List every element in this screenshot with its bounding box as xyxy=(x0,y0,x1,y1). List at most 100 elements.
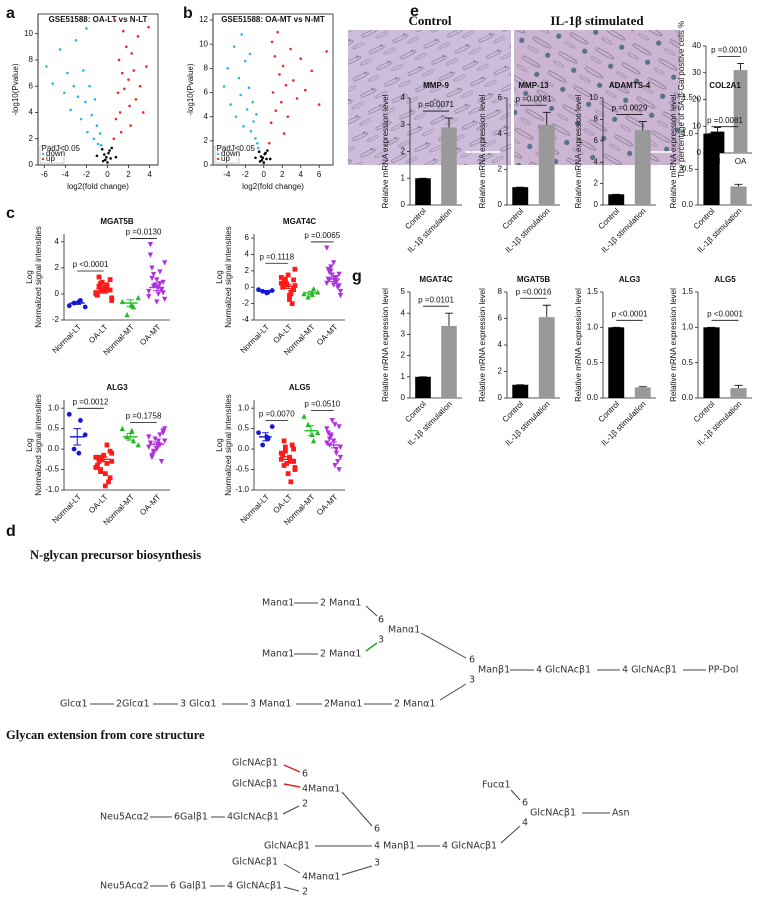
y-tick-label: 0.5 xyxy=(238,424,250,433)
legend-title: PadJ<0.05 xyxy=(42,144,81,153)
y-tick-label: 1.5 xyxy=(682,287,694,296)
point xyxy=(254,156,257,160)
point xyxy=(66,71,69,75)
point xyxy=(100,147,104,151)
point xyxy=(149,265,155,271)
glycan-label: 4Manα1 xyxy=(302,784,340,795)
x-tick-label: Normal-LT xyxy=(239,492,272,525)
y-tick-label: 2 xyxy=(245,266,250,275)
point xyxy=(256,430,261,436)
bond xyxy=(510,789,521,801)
panel-label: g xyxy=(352,268,362,285)
point xyxy=(301,413,307,419)
point xyxy=(58,48,62,51)
error-bar xyxy=(638,386,647,388)
significance-label: p =0.0130 xyxy=(126,228,162,237)
point xyxy=(93,454,99,460)
point xyxy=(335,284,341,291)
y-tick-label: 0 xyxy=(498,393,503,402)
point xyxy=(310,285,317,292)
point xyxy=(289,301,295,307)
point xyxy=(135,442,141,448)
point xyxy=(119,425,125,432)
bar xyxy=(730,186,747,205)
y-tick-label: 0.0 xyxy=(238,444,250,453)
y-axis-label: Relative mRNA expression level xyxy=(574,94,583,208)
chart-title: COL2A1 xyxy=(709,81,741,90)
y-tick-label: 4 xyxy=(498,129,503,138)
point xyxy=(281,438,287,444)
error-bar xyxy=(734,384,743,389)
glycan-label: GlcNAcβ1 xyxy=(232,758,278,769)
point xyxy=(160,428,166,434)
glycan-label: GlcNAcβ1 xyxy=(232,779,278,790)
point xyxy=(292,283,298,288)
glycan-label: 3 xyxy=(469,675,475,686)
error-bar xyxy=(262,432,269,442)
y-tick-label: 1.0 xyxy=(682,129,694,138)
glycan-label: 6 xyxy=(378,615,384,626)
point xyxy=(254,137,257,140)
bond xyxy=(420,632,467,659)
x-tick-label: 4 xyxy=(298,170,303,179)
point xyxy=(106,161,109,164)
point xyxy=(325,430,331,436)
point xyxy=(162,296,168,303)
point xyxy=(330,260,337,266)
point xyxy=(155,291,161,297)
error-bar xyxy=(284,283,292,289)
y-axis-label: Relative mRNA expression level xyxy=(478,288,487,402)
y-axis-label: -log10(Pvalue) xyxy=(11,63,20,115)
point xyxy=(124,311,130,318)
point xyxy=(229,103,232,106)
point xyxy=(149,275,155,282)
point xyxy=(134,98,138,101)
chart-title: GSE51588: OA-MT vs N-MT xyxy=(221,15,325,24)
y-tick-label: 0 xyxy=(401,393,406,402)
point xyxy=(66,303,72,309)
point xyxy=(146,294,152,300)
y-tick-label: 0.0 xyxy=(587,393,599,402)
error-bar xyxy=(445,312,453,326)
point xyxy=(249,129,253,133)
plot-frame xyxy=(37,13,159,166)
diagram-title: Glycan extension from core structure xyxy=(6,728,205,742)
point xyxy=(289,442,295,448)
point xyxy=(324,440,330,446)
error-bar xyxy=(330,276,337,283)
x-tick-label: -4 xyxy=(62,170,70,179)
point xyxy=(119,130,123,134)
point xyxy=(291,287,296,293)
y-tick-label: -0.5 xyxy=(45,465,59,474)
bond xyxy=(283,886,300,892)
point xyxy=(158,287,165,293)
point xyxy=(291,458,296,464)
y-tick-label: 1 xyxy=(401,372,406,381)
point xyxy=(285,471,291,477)
y-tick-label: 8 xyxy=(204,63,209,72)
point xyxy=(287,297,292,302)
bar xyxy=(608,194,625,205)
point xyxy=(330,282,337,288)
significance-label: p =0.0510 xyxy=(304,399,340,408)
point xyxy=(242,125,245,128)
point xyxy=(264,151,267,155)
chart-title: ALG5 xyxy=(714,275,736,284)
x-tick-label: -2 xyxy=(242,170,250,179)
y-tick-label: 2 xyxy=(498,164,503,173)
bar xyxy=(733,70,748,153)
point xyxy=(95,124,99,127)
significance-label: p <0.0001 xyxy=(707,309,743,318)
point xyxy=(269,424,275,429)
point xyxy=(335,458,341,465)
point xyxy=(92,137,96,141)
point xyxy=(239,93,242,97)
point xyxy=(78,418,83,423)
glycan-label: 2 Manα1 xyxy=(320,649,361,660)
y-tick-label: 1.0 xyxy=(682,322,694,331)
point xyxy=(257,150,261,154)
x-tick-label: Normal-LT xyxy=(50,322,83,355)
y-tick-label: 10 xyxy=(199,39,208,48)
y-tick-label: 30 xyxy=(692,68,701,77)
